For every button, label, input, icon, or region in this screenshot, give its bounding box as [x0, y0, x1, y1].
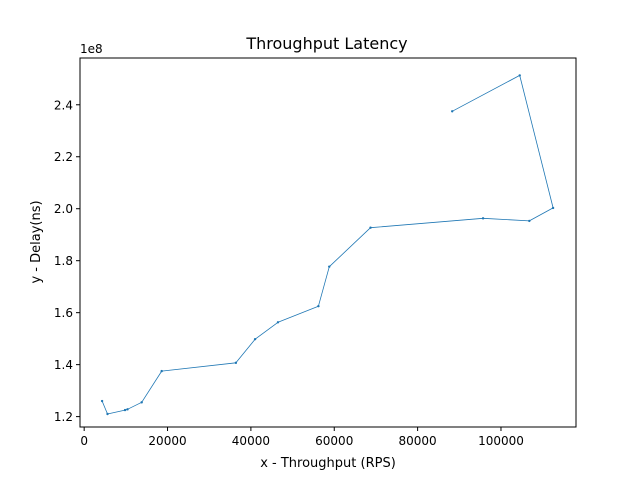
x-tick-label: 60000	[315, 434, 353, 448]
y-tick-label: 2.2	[54, 150, 73, 164]
plot-area-frame	[79, 57, 577, 428]
data-point	[100, 399, 104, 403]
y-tick-label: 2.4	[54, 98, 73, 112]
x-tick-label: 80000	[399, 434, 437, 448]
x-tick-label: 100000	[478, 434, 524, 448]
chart-title: Throughput Latency	[245, 34, 407, 53]
data-point	[234, 361, 238, 365]
data-point	[451, 110, 454, 113]
y-tick-label: 1.8	[54, 254, 73, 268]
data-point	[551, 206, 555, 210]
data-point	[253, 337, 257, 341]
plot-series	[100, 74, 555, 416]
x-axis-label: x - Throughput (RPS)	[260, 456, 396, 471]
x-axis-ticks: 0 20000 40000 60000 80000 100000	[80, 427, 524, 448]
data-point	[126, 408, 129, 411]
y-tick-label: 1.6	[54, 306, 73, 320]
x-tick-label: 0	[80, 434, 88, 448]
data-point	[106, 412, 109, 416]
y-axis-label: y - Delay(ns)	[29, 200, 44, 283]
x-tick-label: 20000	[148, 434, 186, 448]
y-tick-label: 1.2	[54, 410, 73, 424]
x-tick-label: 40000	[232, 434, 270, 448]
data-point	[140, 401, 143, 404]
y-axis-ticks: 1.2 1.4 1.6 1.8 2.0 2.2 2.4	[54, 98, 80, 424]
data-point	[317, 304, 320, 308]
data-point	[276, 321, 280, 324]
y-axis-offset-label: 1e8	[80, 42, 103, 56]
data-point	[369, 226, 372, 229]
data-point	[528, 219, 531, 223]
series-line	[101, 75, 554, 415]
data-point	[123, 408, 127, 412]
data-point	[481, 217, 485, 220]
y-tick-label: 1.4	[54, 358, 73, 372]
y-tick-label: 2.0	[54, 202, 73, 216]
data-point	[518, 74, 521, 77]
data-point	[328, 265, 331, 268]
data-point	[160, 369, 163, 373]
